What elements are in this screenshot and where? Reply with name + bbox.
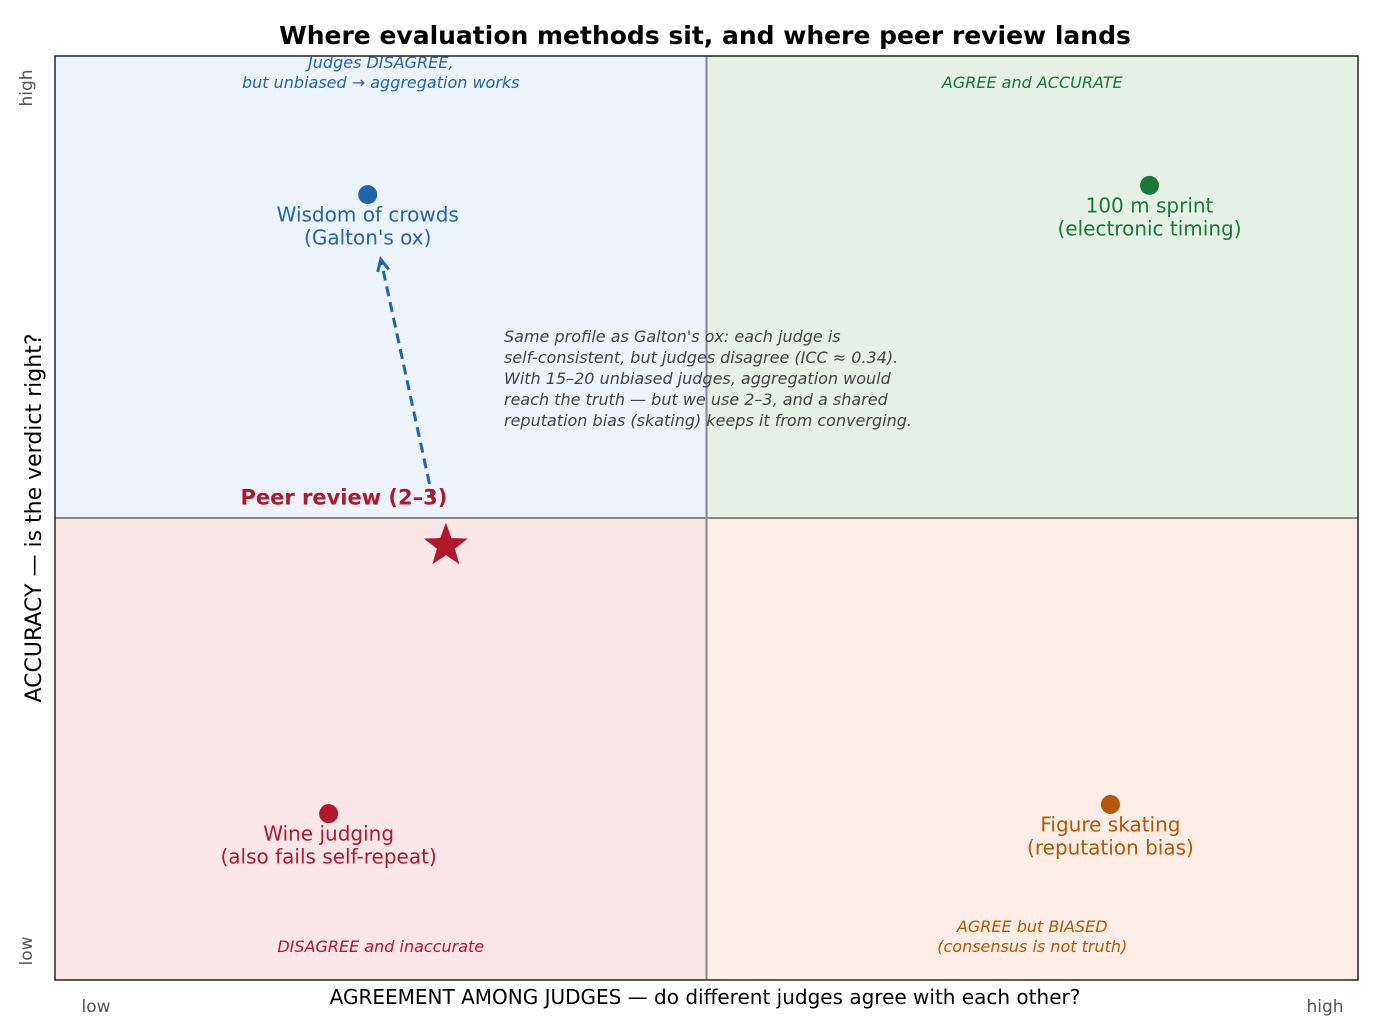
point-label-sprint: 100 m sprint (electronic timing) (1058, 193, 1242, 240)
quadrant-dividers (55, 56, 1358, 980)
point-figure-skating (1100, 794, 1120, 814)
chart-title: Where evaluation methods sit, and where … (279, 21, 1131, 50)
point-wisdom-of-crowds (358, 185, 378, 205)
y-tick-high: high (17, 69, 37, 106)
arrow-shaft (379, 258, 435, 500)
point-labels: Wisdom of crowds (Galton's ox) 100 m sprin… (221, 193, 1242, 868)
point-label-wine-judging: Wine judging (also fails self-repeat) (221, 822, 437, 869)
aggregation-arrow (376, 255, 435, 500)
quadrant-label-top-left: Judges DISAGREE, but unbiased → aggregati… (242, 53, 520, 92)
x-axis-label: AGREEMENT AMONG JUDGES — do different ju… (330, 985, 1081, 1009)
data-points (319, 175, 1160, 824)
point-label-peer-review: Peer review (2–3) (240, 486, 447, 510)
quadrant-labels: Judges DISAGREE, but unbiased → aggregati… (242, 53, 1127, 956)
plot-frame (54, 55, 1359, 981)
point-sprint (1140, 175, 1160, 195)
point-peer-review (424, 522, 468, 565)
point-label-wisdom-of-crowds: Wisdom of crowds (Galton's ox) (277, 203, 459, 250)
x-tick-low: low (81, 997, 110, 1017)
y-axis-label: ACCURACY — is the verdict right? (22, 334, 47, 703)
annotation-text: Same profile as Galton's ox: each judge … (504, 327, 912, 430)
quadrant-label-bottom-right: AGREE but BIASED (consensus is not truth) (937, 917, 1127, 956)
annotation-note: Same profile as Galton's ox: each judge … (504, 327, 912, 430)
arrow-head (376, 255, 390, 273)
quadrant-top-right (706, 56, 1358, 518)
quadrant-label-top-right: AGREE and ACCURATE (941, 73, 1124, 92)
x-tick-high: high (1306, 997, 1343, 1017)
point-wine-judging (319, 804, 339, 824)
quadrant-bottom-right (706, 518, 1358, 980)
y-tick-low: low (17, 936, 37, 965)
quadrant-backgrounds (55, 56, 1358, 980)
point-label-figure-skating: Figure skating (reputation bias) (1027, 812, 1194, 859)
quadrant-bottom-left (55, 518, 707, 980)
quadrant-top-left (55, 56, 707, 518)
quadrant-label-bottom-left: DISAGREE and inaccurate (277, 937, 484, 956)
